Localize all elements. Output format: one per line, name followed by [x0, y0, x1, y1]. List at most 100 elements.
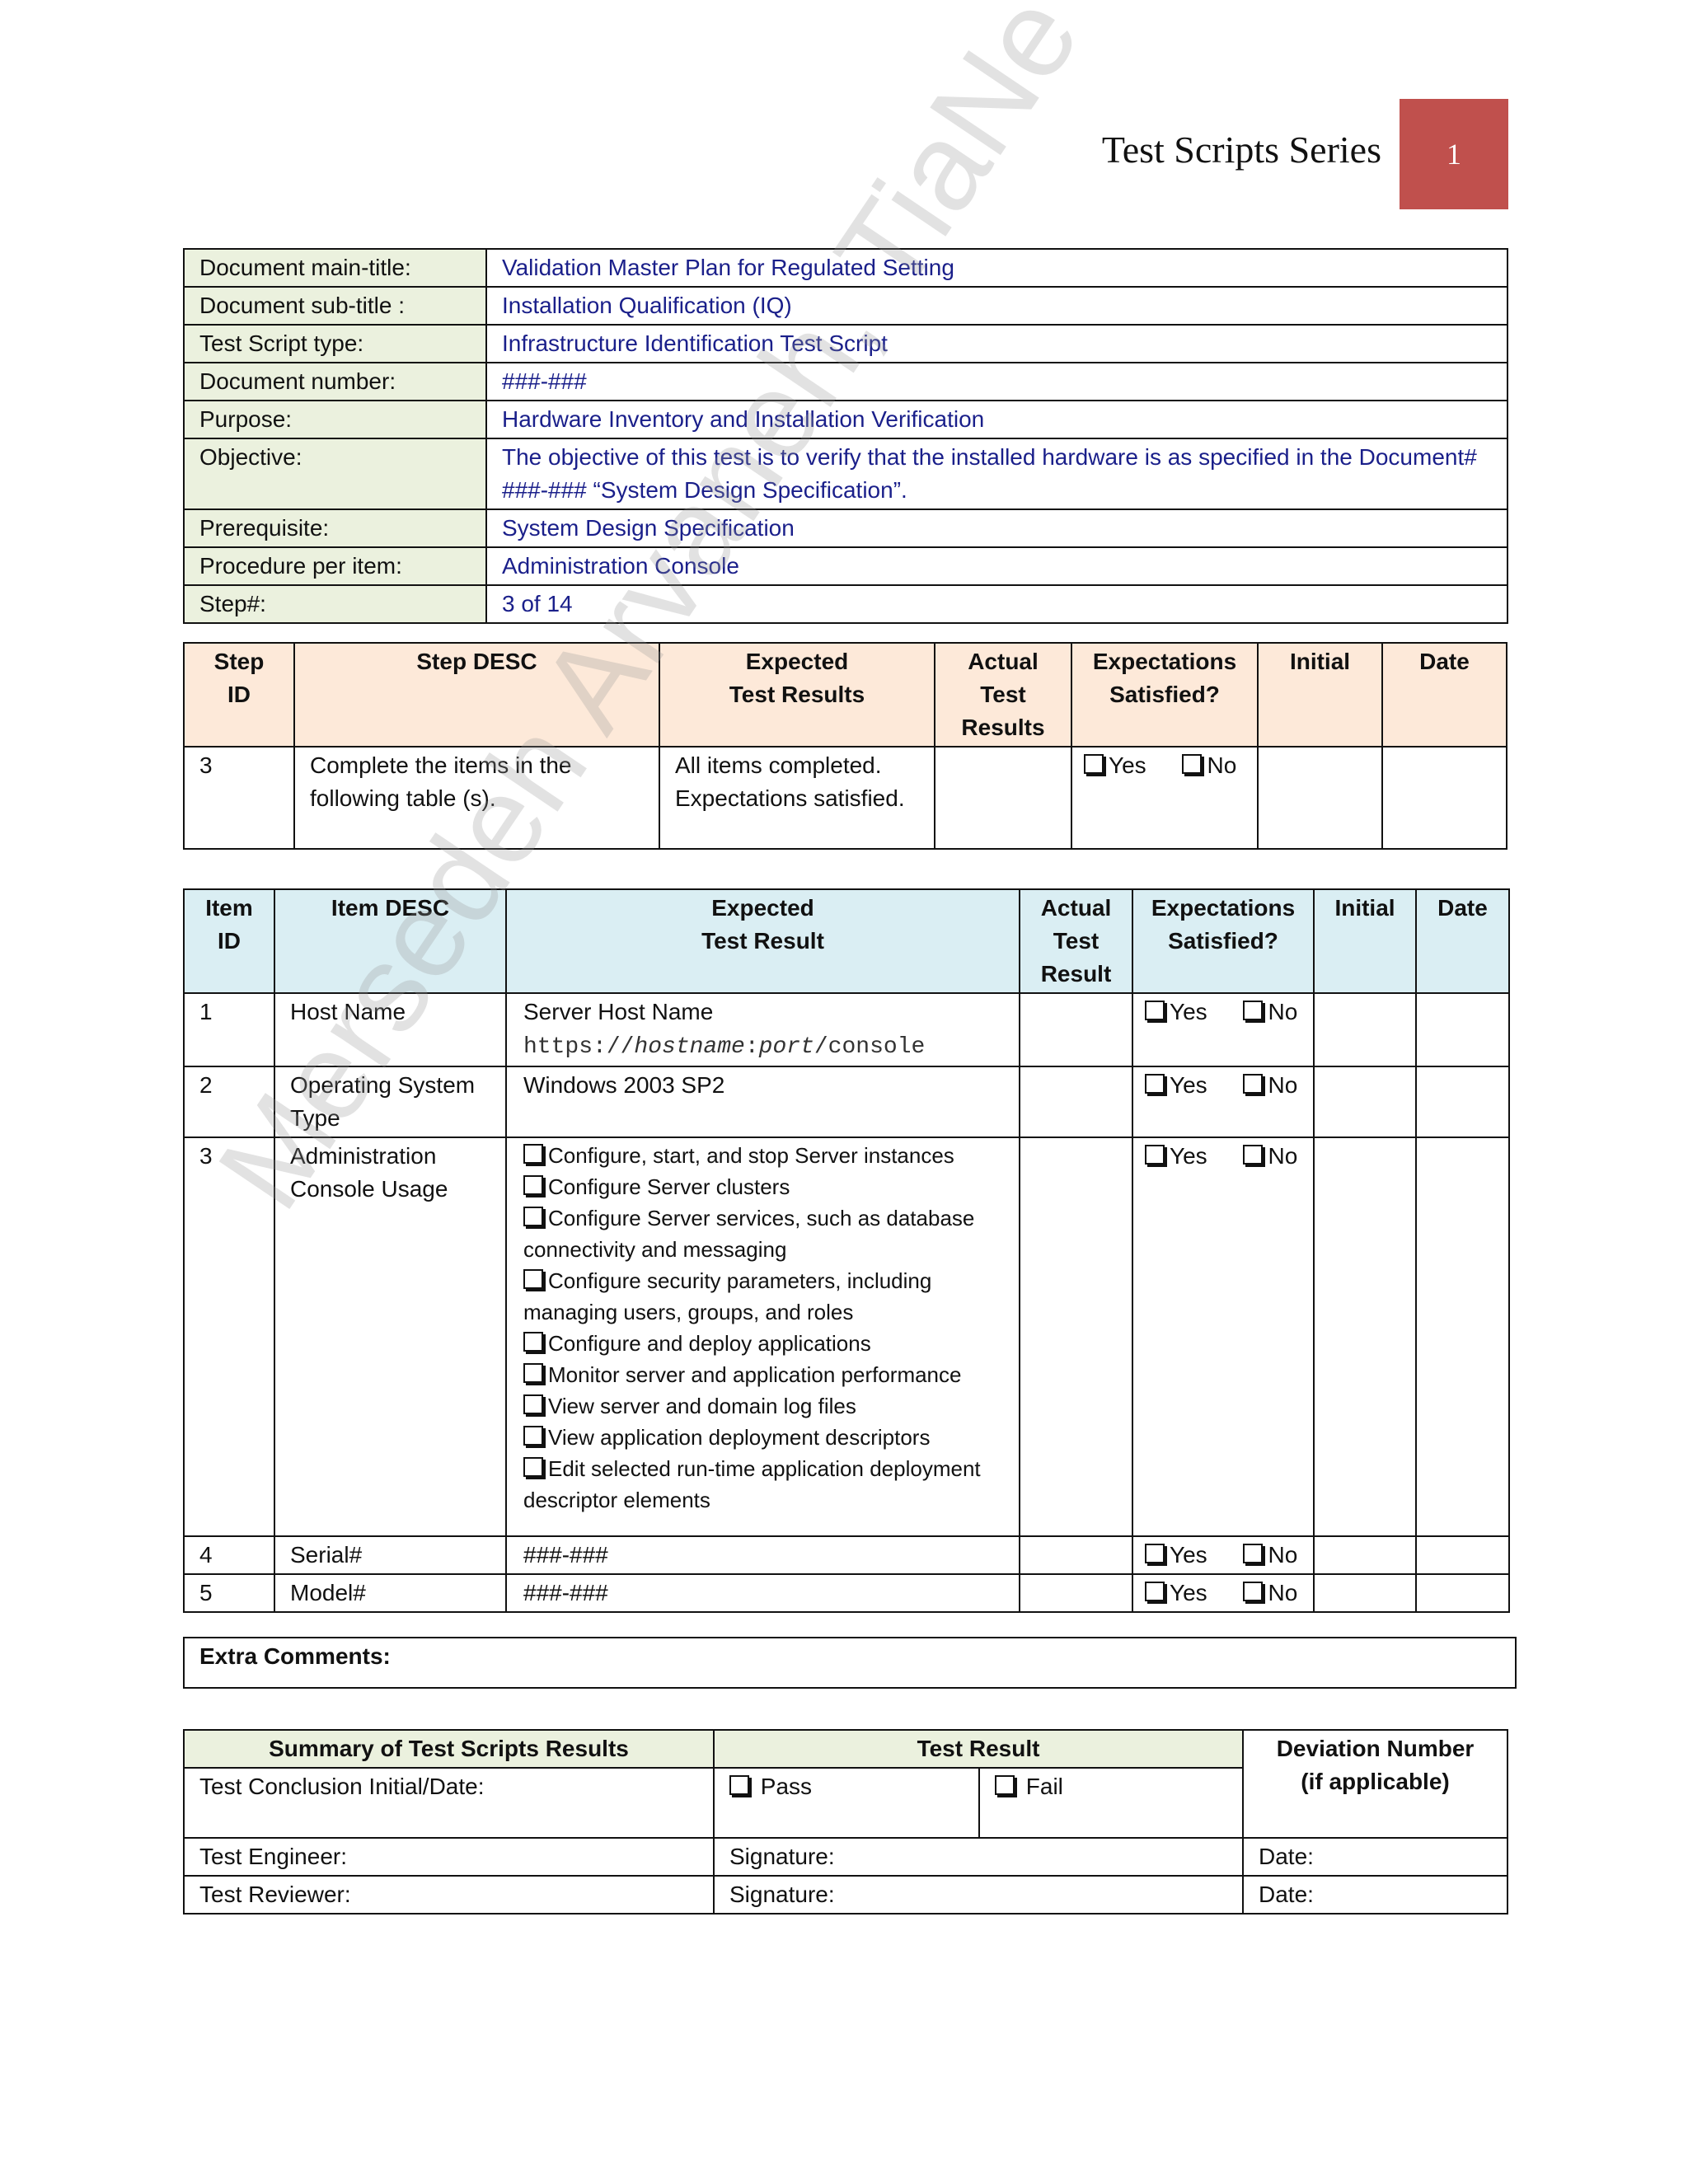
- expected-text: Windows 2003 SP2: [523, 1072, 725, 1098]
- info-value: Installation Qualification (IQ): [485, 286, 1508, 326]
- no-label: No: [1207, 752, 1237, 778]
- table-row: 1 Host Name Server Host Name https://host…: [183, 992, 1510, 1067]
- engineer-date[interactable]: Date:: [1242, 1837, 1508, 1877]
- item-initial[interactable]: [1313, 1137, 1417, 1537]
- checkbox-icon: [1243, 1074, 1264, 1094]
- no-checkbox[interactable]: No: [1243, 1542, 1297, 1568]
- yes-label: Yes: [1170, 1542, 1207, 1568]
- info-label: Objective:: [183, 438, 487, 510]
- checkbox-icon: [523, 1175, 543, 1195]
- info-row: Prerequisite: System Design Specificatio…: [183, 509, 1508, 548]
- step-satisfied: Yes No: [1071, 746, 1259, 850]
- checklist-text: View application deployment descriptors: [548, 1425, 931, 1450]
- checklist-text: Configure security parameters, including…: [523, 1268, 932, 1324]
- header-initial: Initial: [1257, 642, 1383, 748]
- no-label: No: [1268, 1580, 1298, 1605]
- reviewer-date[interactable]: Date:: [1242, 1875, 1508, 1915]
- checklist-text: Configure and deploy applications: [548, 1331, 871, 1356]
- checkbox-icon: [523, 1144, 543, 1164]
- item-date[interactable]: [1415, 1535, 1510, 1575]
- table-row: 5 Model# ###-### Yes No: [183, 1573, 1510, 1613]
- info-value: ###-###: [485, 362, 1508, 401]
- checklist-text: Configure Server clusters: [548, 1174, 790, 1199]
- header-expected: Expected Test Result: [505, 888, 1020, 994]
- yes-checkbox[interactable]: Yes: [1145, 1143, 1207, 1169]
- checkbox-icon: [1145, 1582, 1165, 1601]
- header-actual: Actual Test Results: [934, 642, 1072, 748]
- checklist-text: Configure, start, and stop Server instan…: [548, 1143, 954, 1168]
- item-desc: Operating System Type: [274, 1066, 507, 1138]
- step-initial[interactable]: [1257, 746, 1383, 850]
- item-actual[interactable]: [1019, 1535, 1133, 1575]
- info-label: Step#:: [183, 584, 487, 624]
- yes-checkbox[interactable]: Yes: [1145, 999, 1207, 1024]
- item-initial[interactable]: [1313, 1535, 1417, 1575]
- yes-label: Yes: [1170, 999, 1207, 1024]
- table-row: 4 Serial# ###-### Yes No: [183, 1535, 1510, 1575]
- header-step-id: Step ID: [183, 642, 295, 748]
- url-prefix: https://: [523, 1034, 635, 1060]
- header-step-desc: Step DESC: [293, 642, 660, 748]
- info-label: Test Script type:: [183, 324, 487, 363]
- item-id: 5: [183, 1573, 275, 1613]
- summary-header: Summary of Test Scripts Results: [183, 1729, 715, 1769]
- no-checkbox[interactable]: No: [1243, 999, 1297, 1024]
- checklist-item[interactable]: Configure, start, and stop Server instan…: [523, 1140, 1010, 1171]
- satisfied-cell: Yes No: [1132, 1535, 1315, 1575]
- info-label: Document sub-title :: [183, 286, 487, 326]
- checklist-item[interactable]: View application deployment descriptors: [523, 1422, 1010, 1453]
- item-actual[interactable]: [1019, 1573, 1133, 1613]
- yes-checkbox[interactable]: Yes: [1145, 1580, 1207, 1605]
- reviewer-signature[interactable]: Signature:: [712, 1875, 1245, 1915]
- header-actual: Actual Test Result: [1019, 888, 1133, 994]
- engineer-label: Test Engineer:: [183, 1837, 715, 1877]
- no-checkbox[interactable]: No: [1243, 1580, 1297, 1605]
- item-initial[interactable]: [1313, 1066, 1417, 1138]
- item-date[interactable]: [1415, 1573, 1510, 1613]
- checklist-item[interactable]: Configure Server clusters: [523, 1171, 1010, 1202]
- checklist-item[interactable]: View server and domain log files: [523, 1390, 1010, 1422]
- item-actual[interactable]: [1019, 992, 1133, 1067]
- yes-checkbox[interactable]: Yes: [1145, 1542, 1207, 1568]
- checklist-item[interactable]: Edit selected run-time application deplo…: [523, 1453, 1010, 1516]
- satisfied-cell: Yes No: [1132, 1066, 1315, 1138]
- yes-checkbox[interactable]: Yes: [1145, 1072, 1207, 1098]
- item-date[interactable]: [1415, 1137, 1510, 1537]
- item-desc: Serial#: [274, 1535, 507, 1575]
- fail-checkbox[interactable]: Fail: [978, 1767, 1245, 1839]
- info-row: Purpose: Hardware Inventory and Installa…: [183, 400, 1508, 439]
- checkbox-icon: [1243, 1582, 1264, 1601]
- no-checkbox[interactable]: No: [1243, 1143, 1297, 1169]
- item-actual[interactable]: [1019, 1066, 1133, 1138]
- info-row: Document sub-title : Installation Qualif…: [183, 286, 1508, 326]
- item-initial[interactable]: [1313, 992, 1417, 1067]
- step-date[interactable]: [1381, 746, 1507, 850]
- deviation-header: Deviation Number (if applicable): [1242, 1729, 1508, 1839]
- checklist-item[interactable]: Configure security parameters, including…: [523, 1265, 1010, 1328]
- checkbox-icon: [1084, 754, 1104, 774]
- checklist-item[interactable]: Configure Server services, such as datab…: [523, 1202, 1010, 1265]
- item-expected: ###-###: [505, 1573, 1020, 1613]
- yes-checkbox[interactable]: Yes: [1084, 752, 1146, 778]
- step-desc: Complete the items in the following tabl…: [293, 746, 660, 850]
- yes-label: Yes: [1170, 1143, 1207, 1169]
- checklist-text: View server and domain log files: [548, 1394, 856, 1418]
- table-row: 3 Complete the items in the following ta…: [183, 746, 1507, 850]
- item-initial[interactable]: [1313, 1573, 1417, 1613]
- item-actual[interactable]: [1019, 1137, 1133, 1537]
- no-checkbox[interactable]: No: [1182, 752, 1236, 778]
- item-date[interactable]: [1415, 1066, 1510, 1138]
- yes-label: Yes: [1109, 752, 1146, 778]
- pass-checkbox[interactable]: Pass: [713, 1767, 980, 1839]
- step-actual[interactable]: [934, 746, 1072, 850]
- info-label: Prerequisite:: [183, 509, 487, 548]
- no-checkbox[interactable]: No: [1243, 1072, 1297, 1098]
- extra-comments-label[interactable]: Extra Comments:: [183, 1637, 1517, 1689]
- checklist-item[interactable]: Monitor server and application performan…: [523, 1359, 1010, 1390]
- checkbox-icon: [523, 1457, 543, 1477]
- reviewer-label: Test Reviewer:: [183, 1875, 715, 1915]
- engineer-signature[interactable]: Signature:: [712, 1837, 1245, 1877]
- url-host: hostname: [634, 1034, 745, 1060]
- checklist-item[interactable]: Configure and deploy applications: [523, 1328, 1010, 1359]
- item-date[interactable]: [1415, 992, 1510, 1067]
